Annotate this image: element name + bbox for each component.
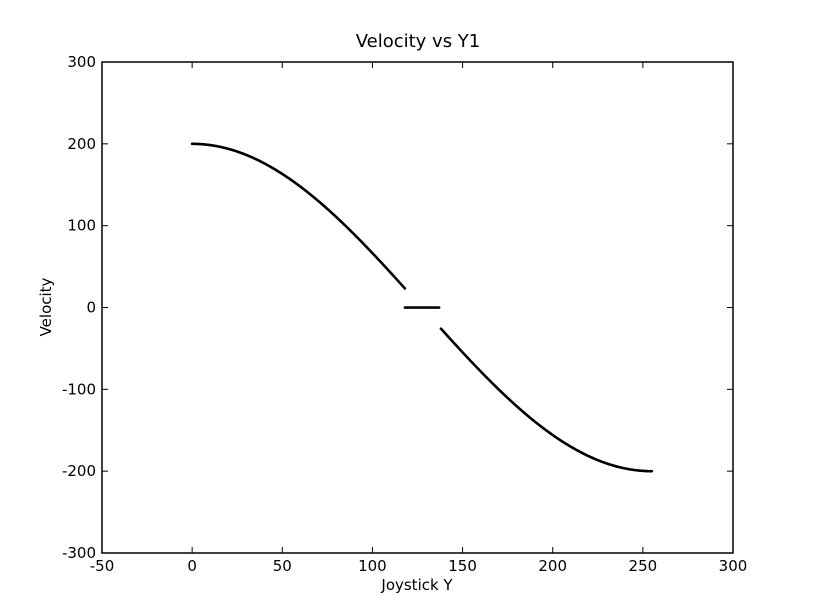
x-tick-label: 200 (538, 557, 567, 575)
x-tick-label: -50 (90, 557, 115, 575)
y-tick-label: 300 (67, 53, 96, 71)
data-series (190, 142, 654, 473)
x-tick-label: 0 (187, 557, 197, 575)
chart-title: Velocity vs Y1 (356, 31, 481, 52)
y-axis-label: Velocity (37, 277, 55, 336)
x-tick-label: 300 (719, 557, 748, 575)
y-tick-label: -100 (62, 380, 96, 398)
y-tick-label: -200 (62, 462, 96, 480)
x-tick-label: 250 (629, 557, 658, 575)
x-tick-label: 100 (358, 557, 387, 575)
x-tick-label: 50 (273, 557, 292, 575)
x-axis-label: Joystick Y (380, 576, 453, 594)
y-tick-label: 200 (67, 135, 96, 153)
y-tick-label: 0 (86, 299, 96, 317)
data-point (650, 469, 654, 473)
data-point (437, 306, 441, 309)
x-tick-label: 150 (448, 557, 477, 575)
y-tick-label: 100 (67, 217, 96, 235)
data-point (403, 287, 407, 290)
y-tick-label: -300 (62, 544, 96, 562)
axis-ticks (101, 61, 734, 554)
tick-labels: -50 0 50 100 150 200 250 300 -300 -200 -100 0 100 200… (62, 53, 747, 575)
